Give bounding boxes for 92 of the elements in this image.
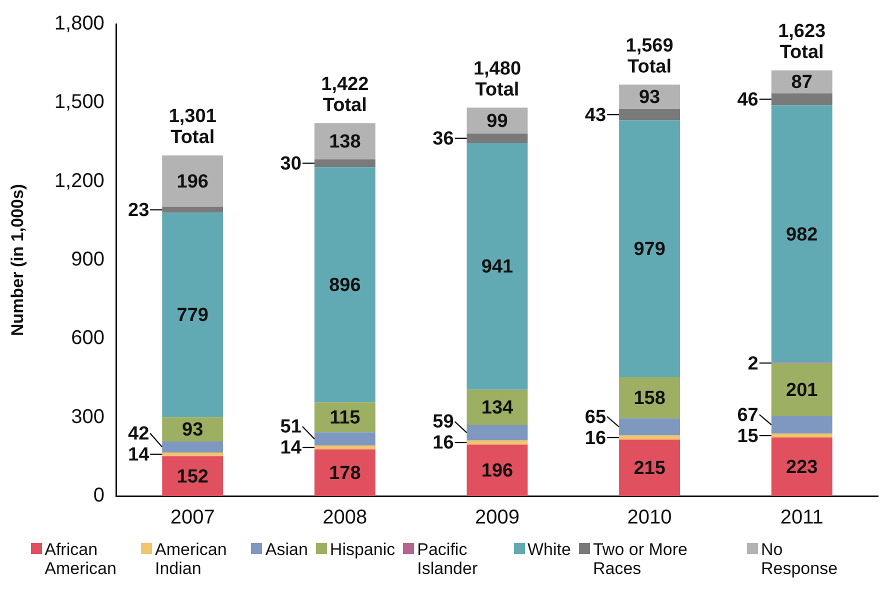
x-tick-label: 2011 (780, 506, 824, 529)
bar (314, 446, 376, 450)
bar (619, 440, 680, 496)
data-label: 14 (280, 438, 302, 459)
bar (162, 456, 224, 496)
data-label: 93 (182, 420, 204, 440)
bar (771, 416, 832, 434)
data-label: 59 (432, 412, 454, 433)
bar (162, 155, 224, 207)
data-label: 46 (737, 89, 758, 110)
data-label: 158 (634, 388, 666, 409)
bar (162, 206, 224, 213)
bar (466, 424, 528, 440)
data-label: 16 (432, 432, 454, 454)
bar (771, 434, 832, 438)
bar (619, 418, 680, 436)
bar (771, 438, 832, 496)
data-label: 196 (176, 171, 208, 192)
data-label: 178 (329, 462, 361, 484)
data-label: 36 (432, 128, 454, 150)
bar (466, 143, 528, 390)
y-tick-label: 0 (93, 484, 104, 507)
data-label: 43 (584, 104, 606, 126)
data-label: 42 (128, 424, 150, 445)
legend-label: No Response (760, 540, 839, 578)
legend-label: African American (44, 540, 118, 578)
total-label: 1,569 Total (626, 35, 674, 78)
y-axis-title: Number (in 1,000s) (8, 184, 27, 336)
legend-label: Hispanic (330, 540, 396, 559)
legend-label: Asian (265, 540, 308, 559)
bar (314, 159, 376, 168)
bar (314, 167, 376, 402)
data-label: 15 (737, 426, 759, 447)
data-label: 196 (481, 460, 514, 482)
data-label: 152 (176, 466, 208, 488)
data-label: 14 (128, 444, 150, 466)
x-tick-label: 2010 (627, 506, 672, 529)
data-label: 941 (481, 256, 514, 278)
data-label: 134 (481, 398, 514, 419)
x-tick-label: 2008 (322, 506, 368, 529)
data-label: 93 (638, 87, 660, 108)
bar (314, 449, 376, 496)
data-label: 51 (280, 416, 302, 438)
legend-label: American Indian (155, 540, 228, 578)
bar (314, 123, 376, 160)
bar (619, 376, 680, 418)
legend-label: Pacific Islander (417, 540, 479, 578)
bar (314, 402, 376, 432)
data-label: 16 (584, 428, 606, 449)
legend-label: White (528, 540, 571, 559)
data-label: 223 (786, 456, 818, 478)
bar (771, 93, 832, 106)
data-label: 99 (486, 110, 508, 132)
bar (162, 212, 224, 418)
y-tick-label: 600 (71, 327, 104, 350)
total-label: 1,301 Total (168, 106, 217, 148)
bar (771, 105, 832, 363)
bar (162, 441, 224, 452)
data-label: 982 (786, 224, 818, 246)
total-label: 1,623 Total (778, 21, 826, 64)
bar (466, 440, 528, 445)
total-label: 1,422 Total (321, 74, 369, 116)
y-tick-label: 900 (71, 248, 104, 271)
y-tick-label: 1,500 (54, 91, 104, 114)
data-label: 87 (791, 72, 812, 94)
data-label: 30 (280, 153, 302, 174)
bar (314, 432, 376, 446)
y-tick-label: 1,200 (54, 170, 104, 192)
y-tick-label: 300 (71, 406, 104, 428)
data-label: 896 (329, 274, 361, 296)
bar (466, 444, 528, 496)
x-tick-label: 2009 (474, 506, 520, 529)
bar (619, 108, 680, 120)
data-label: 2 (748, 353, 758, 374)
data-label: 779 (176, 305, 208, 326)
data-label: 115 (330, 407, 361, 428)
legend-label: Two or More Races (592, 540, 688, 578)
data-label: 201 (786, 380, 818, 401)
data-label: 979 (634, 238, 666, 260)
data-label: 67 (737, 404, 758, 426)
bar (619, 120, 680, 377)
data-label: 65 (584, 406, 606, 428)
bar (771, 363, 832, 416)
bar (619, 435, 680, 440)
bar (466, 134, 528, 144)
data-label: 215 (634, 458, 666, 480)
data-label: 138 (329, 131, 361, 152)
data-label: 23 (128, 200, 150, 222)
total-label: 1,480 Total (473, 58, 521, 100)
y-tick-label: 1,800 (54, 12, 104, 35)
bar (162, 452, 224, 456)
x-tick-label: 2007 (170, 506, 215, 529)
